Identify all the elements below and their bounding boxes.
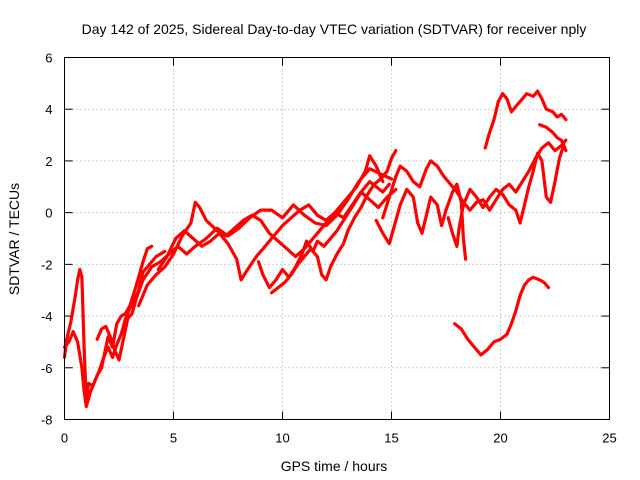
x-tick-label: 25: [602, 431, 616, 446]
data-series-trace-6: [256, 180, 391, 290]
y-tick-label: 6: [45, 51, 52, 66]
data-series-trace-10: [446, 143, 566, 248]
y-tick-label: -2: [41, 257, 53, 272]
x-axis-label: GPS time / hours: [281, 458, 388, 474]
x-tick-label: 15: [384, 431, 398, 446]
x-tick-label: 5: [170, 431, 177, 446]
x-tick-label: 10: [275, 431, 289, 446]
x-tick-label: 20: [493, 431, 507, 446]
plot-frame: [64, 57, 610, 420]
data-series-trace-7: [270, 149, 398, 295]
data-series-trace-12: [538, 123, 568, 153]
data-series-trace-4: [137, 154, 385, 308]
y-tick-label: -4: [41, 309, 53, 324]
y-tick-label: -6: [41, 361, 53, 376]
y-tick-label: 0: [45, 206, 52, 221]
tick-layer: 0 5 10 15 20 25 -8 -6 -4 -2 0 2 4 6: [41, 51, 617, 446]
y-tick-label: 4: [45, 102, 52, 117]
chart-title: Day 142 of 2025, Sidereal Day-to-day VTE…: [82, 21, 587, 37]
data-series-trace-1: [62, 244, 154, 403]
y-tick-label: 2: [45, 154, 52, 169]
grid-layer: [64, 57, 610, 420]
data-series-trace-13: [453, 275, 551, 357]
y-axis-label: SDTVAR / TECUs: [6, 183, 22, 295]
x-tick-label: 0: [61, 431, 68, 446]
data-series-trace-3: [95, 167, 394, 362]
data-series-trace-11: [483, 89, 568, 150]
y-tick-label: -8: [41, 413, 53, 428]
data-series-trace-9: [374, 182, 468, 261]
data-layer: [62, 89, 568, 409]
